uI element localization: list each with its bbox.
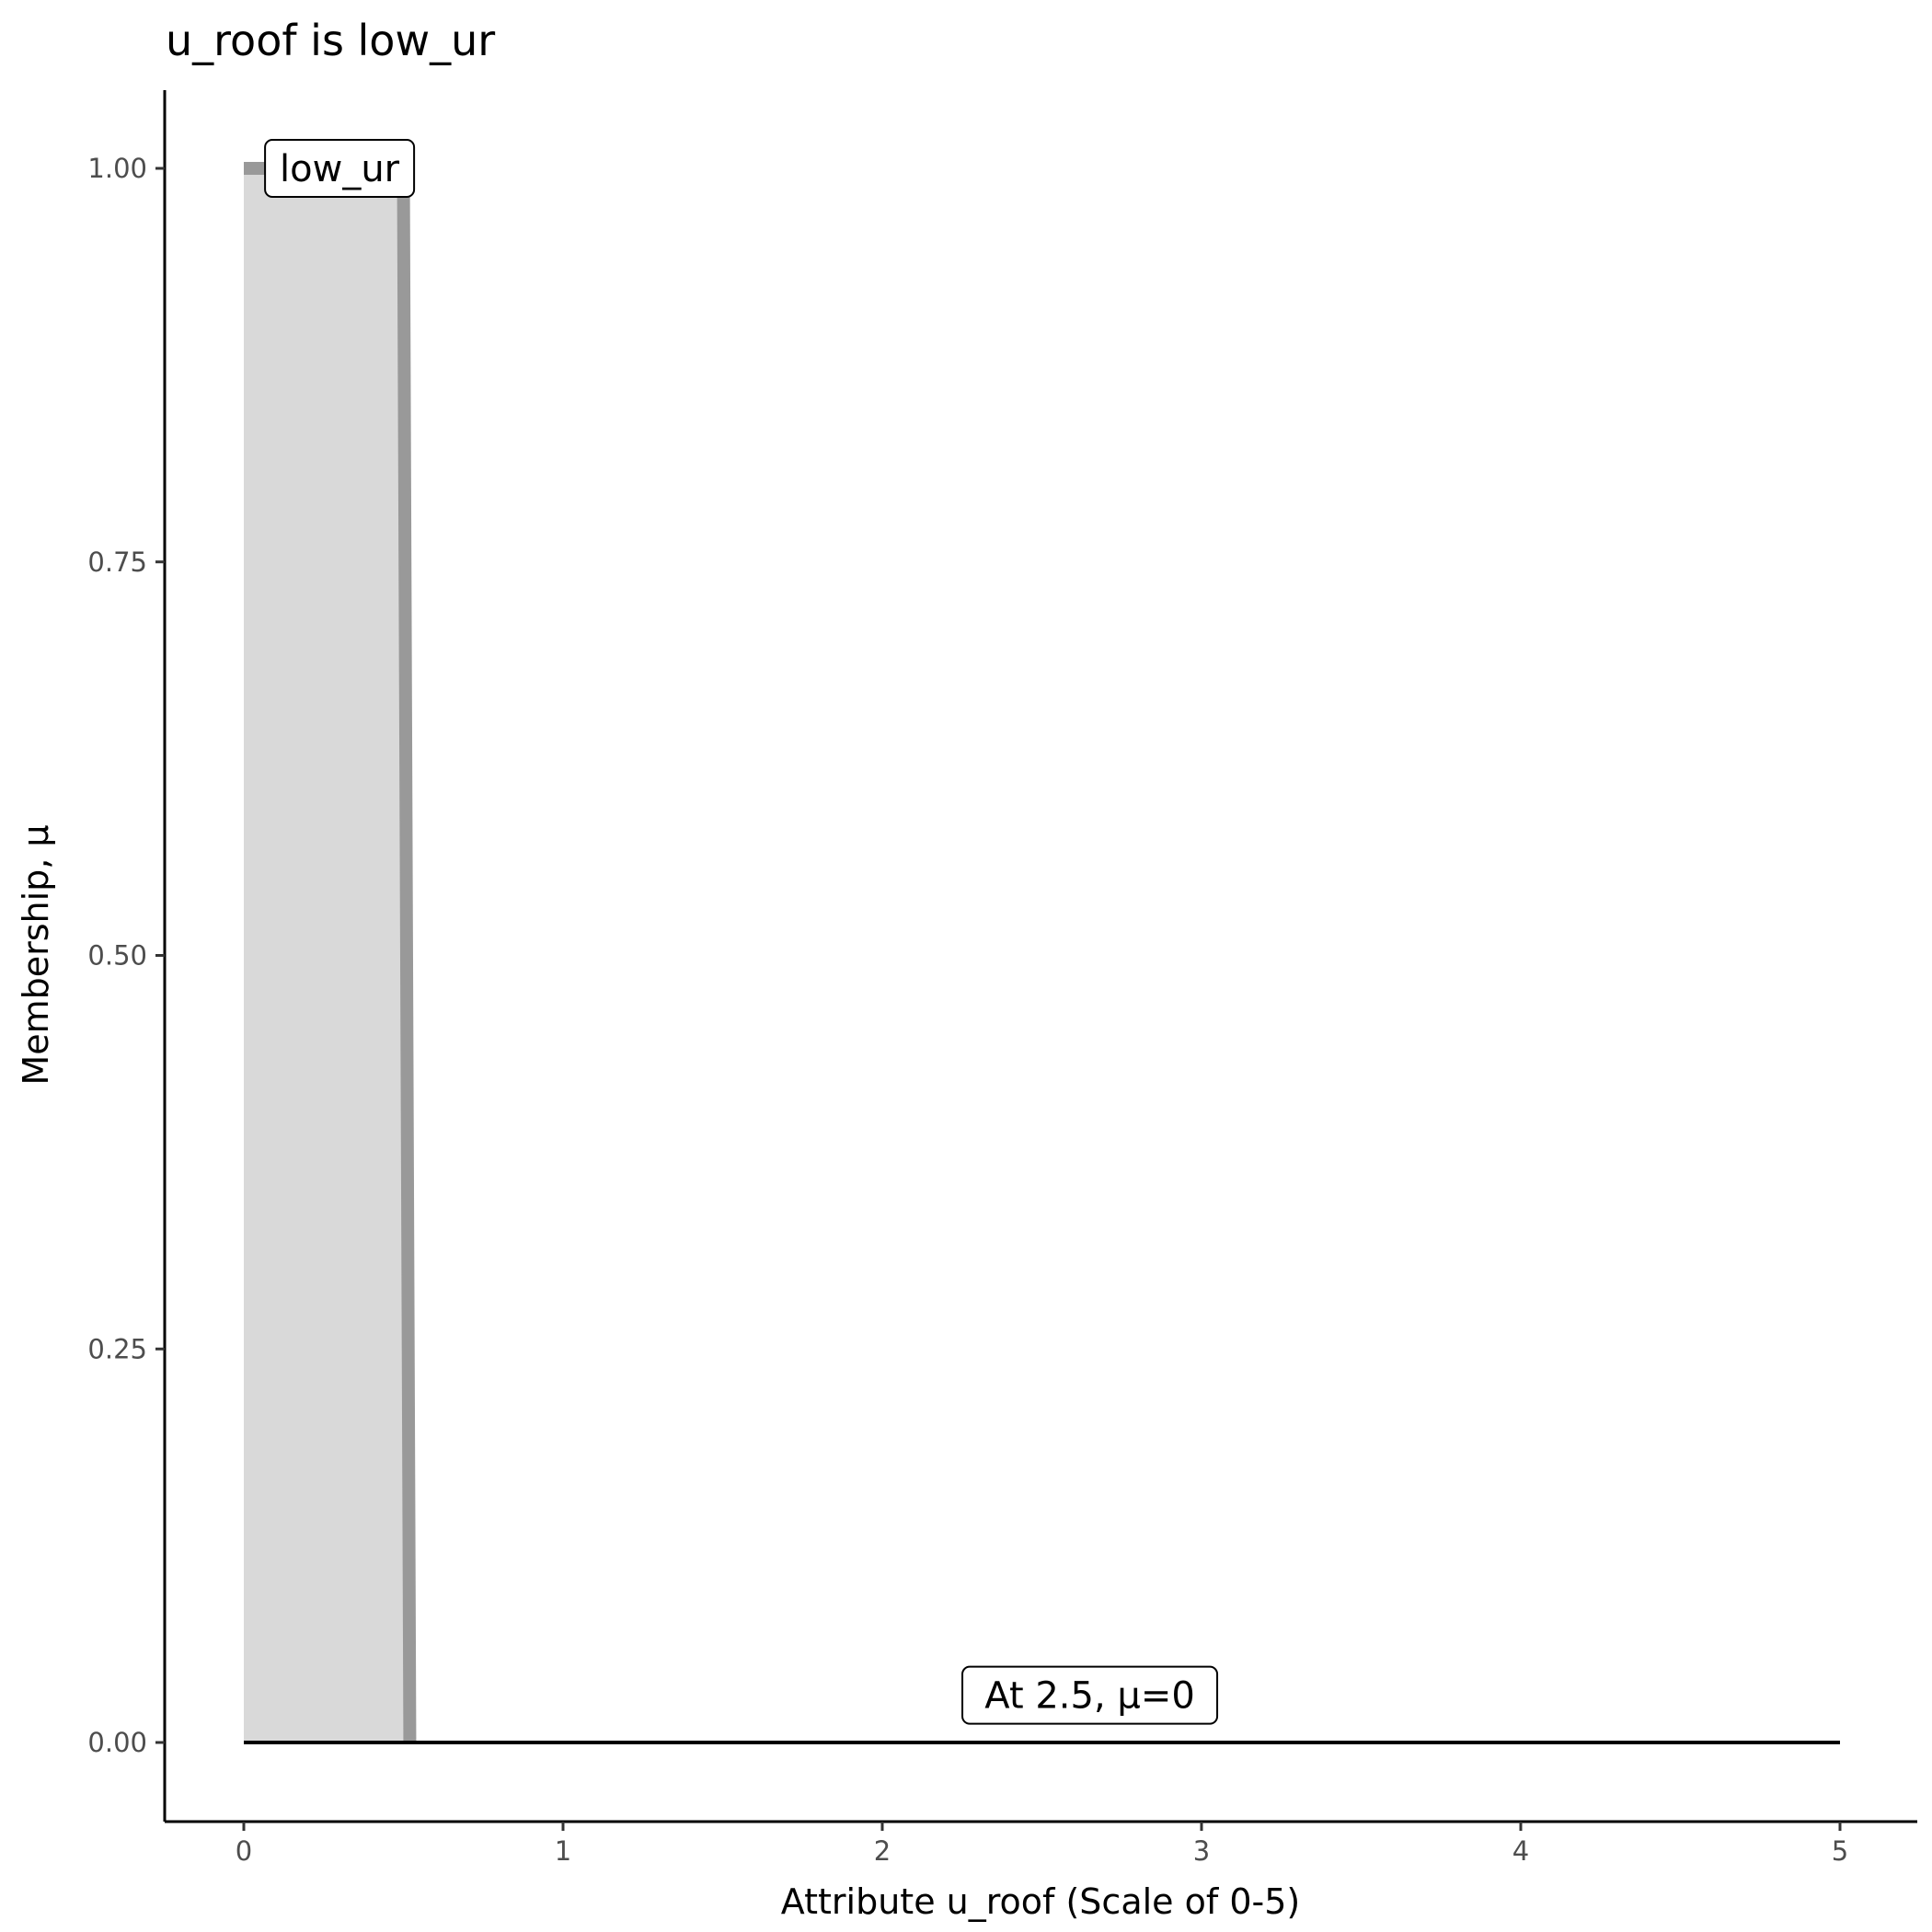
plot-area: low_ur At 2.5, μ=0 [244, 139, 1840, 1744]
annotation-text: low_ur [280, 148, 400, 190]
axes: 0 1 2 3 4 5 0.00 0.25 0.50 0.75 1.00 [87, 90, 1917, 1867]
y-axis-title: Membership, μ [16, 824, 56, 1085]
y-tick-label: 1.00 [87, 153, 147, 184]
x-tick-label: 5 [1832, 1835, 1848, 1867]
x-tick-label: 3 [1193, 1835, 1210, 1867]
x-axis-title: Attribute u_roof (Scale of 0-5) [781, 1881, 1300, 1922]
y-tick-label: 0.00 [87, 1727, 147, 1758]
annotation-label: At 2.5, μ=0 [961, 1665, 1219, 1725]
y-tick-label: 0.75 [87, 546, 147, 578]
y-tick-label: 0.25 [87, 1333, 147, 1364]
x-tick-label: 1 [555, 1835, 571, 1867]
x-tick-label: 2 [874, 1835, 891, 1867]
annotation-box [264, 139, 416, 198]
x-tick-label: 0 [236, 1835, 252, 1867]
annotation-box [961, 1665, 1219, 1725]
annotation-label: low_ur [264, 139, 416, 198]
x-tick-label: 4 [1512, 1835, 1529, 1867]
membership-fill [244, 168, 1840, 1742]
y-tick-label: 0.50 [87, 940, 147, 972]
annotation-text: At 2.5, μ=0 [984, 1675, 1195, 1718]
chart-title: u_roof is low_ur [166, 16, 495, 65]
